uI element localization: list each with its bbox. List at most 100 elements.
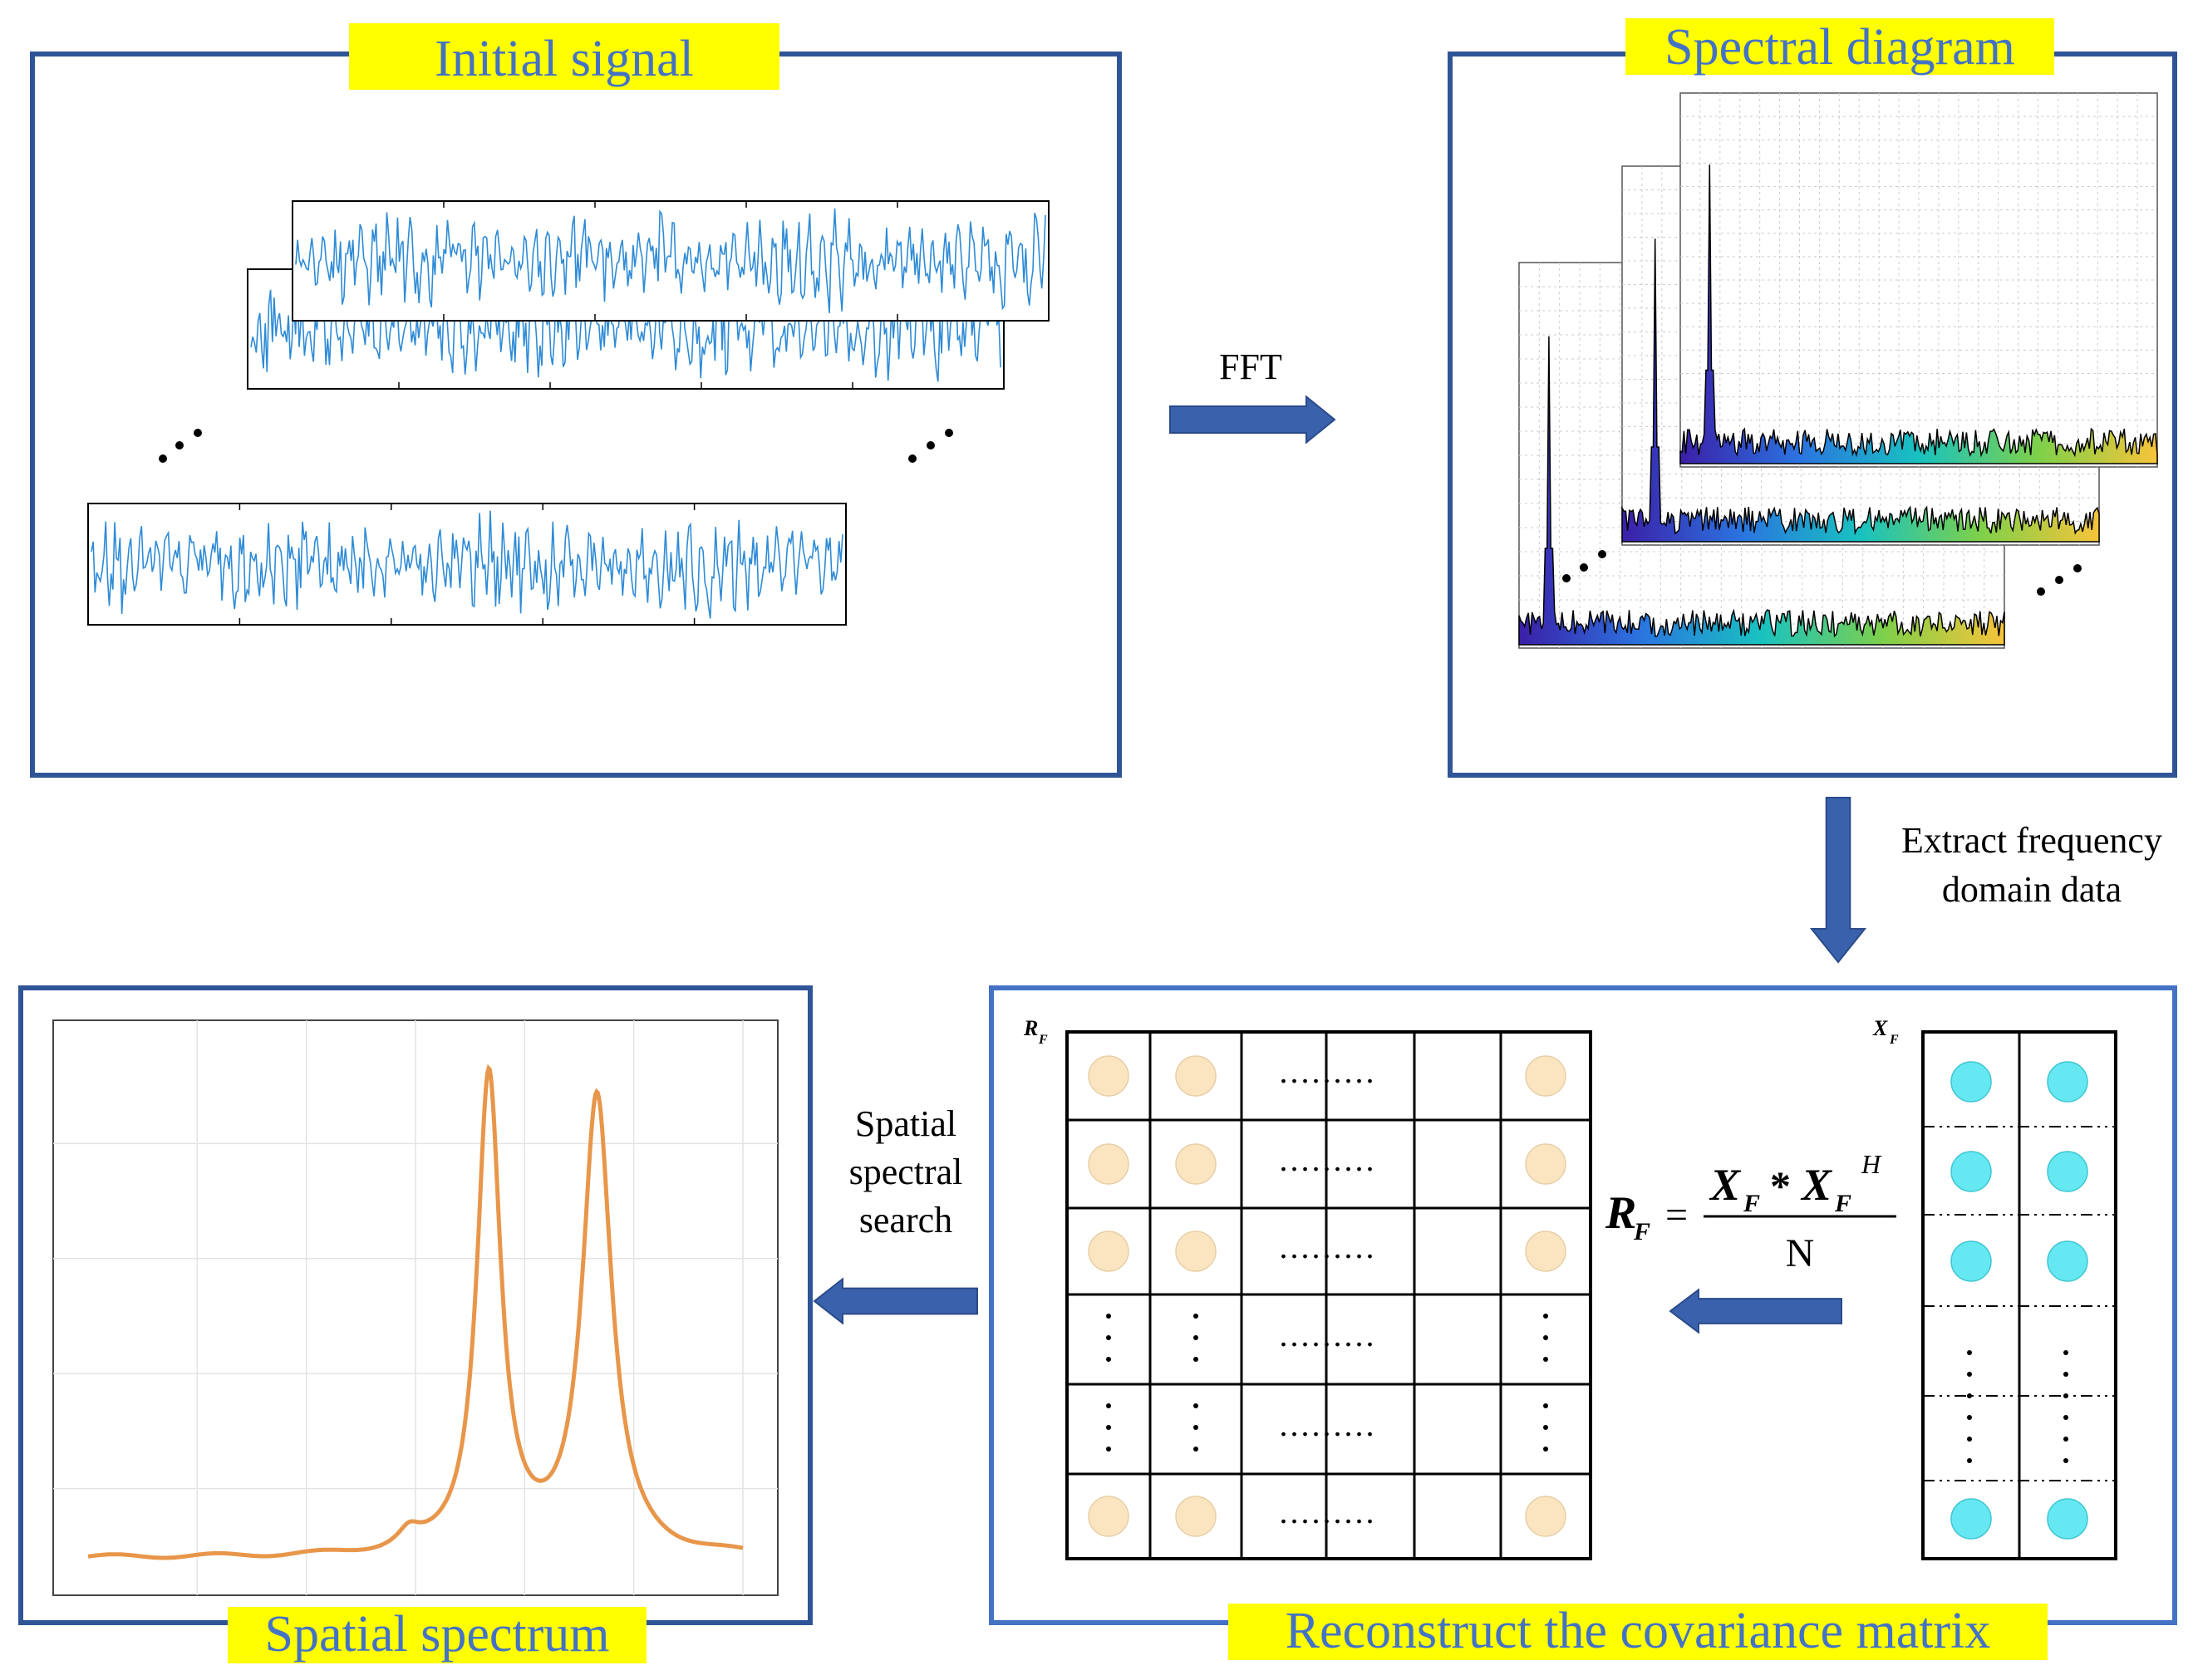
- ellipsis-spec-right-dot: [2037, 587, 2045, 596]
- x-matrix-vdots: [2063, 1350, 2068, 1355]
- search-label-line2: spectral: [848, 1152, 963, 1193]
- ellipsis-spec-left-dot: [1580, 563, 1588, 572]
- x-matrix-vdots: [2063, 1372, 2068, 1377]
- r-matrix-cell: [1525, 1055, 1566, 1097]
- x-matrix-vdots: [2063, 1437, 2068, 1442]
- r-matrix-cell: [1525, 1231, 1566, 1272]
- r-matrix-label-sub: F: [1038, 1033, 1048, 1047]
- r-matrix-label: R: [1023, 1016, 1038, 1040]
- x-matrix-cell: [1950, 1061, 1992, 1103]
- r-matrix-cell: [1175, 1496, 1217, 1537]
- ellipsis-left-dot: [194, 429, 202, 437]
- ellipsis-right-dot: [945, 429, 953, 437]
- x-matrix-label: X: [1872, 1016, 1888, 1040]
- signal-trace-n-frame: [87, 503, 847, 626]
- r-matrix-vdots: [1193, 1447, 1198, 1452]
- spectrum-panel-2-spectrum: [1621, 238, 2100, 543]
- spatial-spectrum-curve: [87, 1064, 744, 1560]
- r-matrix-vdots: [1543, 1335, 1548, 1340]
- x-matrix-vdots: [2063, 1393, 2068, 1398]
- signal-trace-2-wave: [250, 275, 1001, 382]
- x-matrix-label-sub: F: [1889, 1033, 1899, 1047]
- x-matrix-cell: [2047, 1061, 2088, 1103]
- signal-trace-1-frame: [292, 200, 1050, 322]
- formula-num-b-sub: F: [1834, 1190, 1851, 1217]
- x-matrix-vdots: [1967, 1437, 1972, 1442]
- r-matrix-vdots: [1106, 1357, 1111, 1362]
- formula-num-b-sup: H: [1861, 1149, 1882, 1179]
- r-matrix-vdots: [1106, 1447, 1111, 1452]
- r-matrix-vdots: [1106, 1335, 1111, 1340]
- ellipsis-left-dot: [159, 454, 167, 463]
- r-matrix-vdots: [1543, 1403, 1548, 1408]
- r-matrix-cell: [1088, 1143, 1129, 1185]
- r-matrix-vdots: [1193, 1314, 1198, 1319]
- x-matrix-vdots: [1967, 1372, 1972, 1377]
- x-matrix-cell: [1950, 1240, 1992, 1282]
- ellipsis-spec-right-dot: [2055, 576, 2063, 584]
- r-matrix-vdots: [1543, 1447, 1548, 1452]
- x-matrix-vdots: [2063, 1415, 2068, 1420]
- formula-equals: =: [1665, 1193, 1688, 1237]
- search-label-line3: search: [858, 1200, 953, 1241]
- x-matrix-cell: [2047, 1151, 2088, 1192]
- r-matrix-vdots: [1193, 1403, 1198, 1408]
- fft-arrow: [1169, 395, 1336, 445]
- x-matrix-vdots: [2063, 1458, 2068, 1463]
- title-reconstruct-covariance: Reconstruct the covariance matrix: [1228, 1604, 2048, 1660]
- r-matrix-vdots: [1543, 1425, 1548, 1430]
- search-label: Spatial spectral search: [814, 1100, 997, 1245]
- title-spectral-diagram: Spectral diagram: [1625, 18, 2054, 75]
- formula-num-a: X: [1709, 1160, 1742, 1210]
- x-matrix-vdots: [1967, 1415, 1972, 1420]
- x-matrix-cell: [2047, 1240, 2088, 1282]
- r-matrix-vdots: [1193, 1425, 1198, 1430]
- r-matrix-cell: [1525, 1496, 1566, 1537]
- r-matrix-dots-row: .........: [1280, 1053, 1377, 1090]
- extract-label: Extract frequency domain data: [1870, 816, 2193, 915]
- r-matrix-dots-row: .........: [1280, 1228, 1377, 1265]
- r-matrix-dots-row: .........: [1280, 1406, 1377, 1443]
- r-matrix-cell: [1088, 1496, 1129, 1537]
- extract-label-line2: domain data: [1941, 869, 2122, 911]
- formula-times: *: [1770, 1162, 1791, 1209]
- formula-denominator: N: [1786, 1231, 1815, 1275]
- r-matrix-vdots: [1543, 1357, 1548, 1362]
- r-matrix-vdots: [1106, 1403, 1111, 1408]
- x-matrix-cell: [1950, 1498, 1992, 1540]
- ellipsis-spec-right-dot: [2073, 564, 2082, 572]
- ellipsis-right-dot: [927, 441, 935, 449]
- formula-lhs-sub: F: [1633, 1218, 1650, 1245]
- r-matrix-dots-row: .........: [1280, 1493, 1377, 1530]
- r-matrix-vdots: [1106, 1314, 1111, 1319]
- search-arrow: [813, 1277, 978, 1325]
- r-matrix-cell: [1088, 1055, 1129, 1097]
- title-spatial-spectrum: Spatial spectrum: [228, 1607, 647, 1663]
- fft-label: FFT: [1219, 346, 1282, 387]
- x-matrix-vdots: [1967, 1350, 1972, 1355]
- r-matrix-vdots: [1193, 1357, 1198, 1362]
- r-matrix-dots-row: .........: [1280, 1141, 1377, 1178]
- formula-lhs: R: [1605, 1187, 1636, 1239]
- ellipsis-left-dot: [175, 441, 184, 449]
- extract-label-line1: Extract frequency: [1901, 820, 2162, 861]
- signal-trace-1-wave: [295, 208, 1046, 313]
- formula-num-a-sub: F: [1743, 1190, 1760, 1217]
- x-matrix-vdots: [1967, 1458, 1972, 1463]
- r-matrix-cell: [1525, 1143, 1566, 1185]
- extract-arrow: [1809, 797, 1867, 964]
- x-matrix-cell: [1950, 1151, 1992, 1192]
- r-matrix-cell: [1175, 1055, 1217, 1097]
- x-matrix-cell: [2047, 1498, 2088, 1540]
- r-matrix-cell: [1088, 1231, 1129, 1272]
- r-matrix-vdots: [1543, 1314, 1548, 1319]
- spectrum-panel-1-spectrum: [1679, 164, 2158, 464]
- ellipsis-spec-left-dot: [1598, 550, 1606, 558]
- r-matrix-dots-row: .........: [1280, 1316, 1377, 1353]
- r-matrix-vdots: [1193, 1335, 1198, 1340]
- ellipsis-spec-left-dot: [1562, 574, 1571, 582]
- search-label-line1: Spatial: [854, 1103, 957, 1144]
- spectrum-panel-n-spectrum: [1518, 336, 2005, 646]
- r-matrix-vdots: [1106, 1425, 1111, 1430]
